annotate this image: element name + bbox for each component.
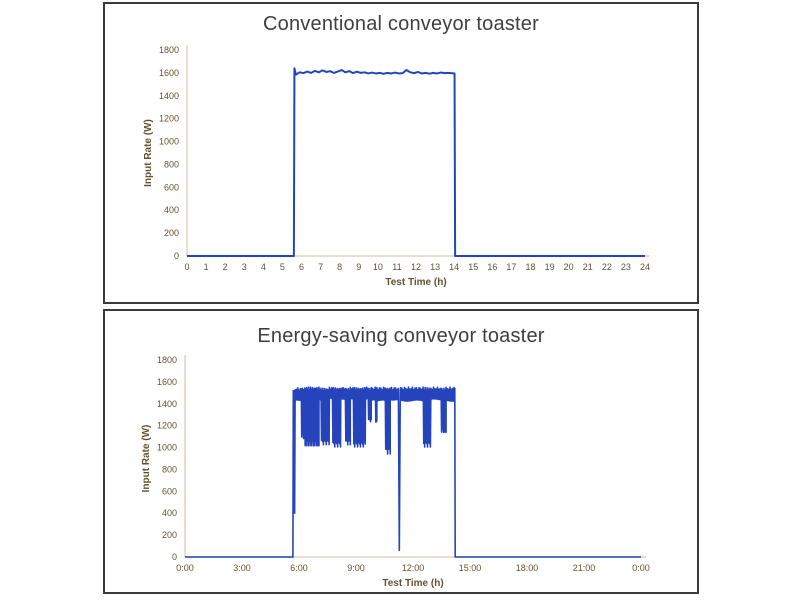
x-tick-label: 18 bbox=[525, 262, 535, 272]
y-tick-label: 1800 bbox=[157, 355, 177, 365]
x-tick-label: 23 bbox=[621, 262, 631, 272]
x-tick-label: 16 bbox=[487, 262, 497, 272]
x-tick-label: 18:00 bbox=[516, 563, 539, 573]
chart-title-conventional: Conventional conveyor toaster bbox=[263, 13, 539, 35]
x-tick-label: 7 bbox=[318, 262, 323, 272]
x-tick-label: 11 bbox=[392, 262, 401, 272]
x-tick-label: 21:00 bbox=[573, 563, 596, 573]
x-tick-label: 14 bbox=[449, 262, 459, 272]
x-axis: 0 1 2 3 4 5 6 7 8 9 10 11 12 13 14 15 16 17 18 19 20 21 22 23 24… bbox=[184, 255, 650, 288]
chart-panel-energy-saving: Energy-saving conveyor toaster 0 200 400 60… bbox=[103, 309, 699, 594]
x-tick-label: 0 bbox=[184, 262, 189, 272]
y-tick-label: 1400 bbox=[157, 399, 177, 409]
x-tick-label: 12:00 bbox=[402, 563, 425, 573]
y-axis: 0 200 400 600 800 1000 1200 1400 1600 1800 Input R… bbox=[143, 45, 188, 261]
y-tick-label: 400 bbox=[164, 205, 179, 215]
y-tick-label: 200 bbox=[164, 228, 179, 238]
y-tick-label: 800 bbox=[164, 159, 179, 169]
x-tick-label: 9 bbox=[356, 262, 361, 272]
y-tick-label: 400 bbox=[162, 508, 177, 518]
chart-title-energy-saving: Energy-saving conveyor toaster bbox=[257, 325, 545, 347]
x-tick-label: 6 bbox=[299, 262, 304, 272]
x-tick-label: 2 bbox=[223, 262, 228, 272]
x-tick-label: 4 bbox=[261, 262, 266, 272]
y-tick-label: 1600 bbox=[157, 377, 177, 387]
x-tick-label: 0:00 bbox=[632, 563, 650, 573]
y-tick-label: 1200 bbox=[159, 114, 179, 124]
x-tick-label: 1 bbox=[204, 262, 209, 272]
x-tick-label: 17 bbox=[506, 262, 516, 272]
y-tick-label: 1800 bbox=[159, 45, 179, 55]
x-tick-label: 8 bbox=[337, 262, 342, 272]
x-tick-label: 5 bbox=[280, 262, 285, 272]
y-tick-label: 1000 bbox=[159, 137, 179, 147]
x-tick-label: 21 bbox=[583, 262, 593, 272]
x-axis-title: Test Time (h) bbox=[382, 578, 443, 589]
y-tick-label: 1200 bbox=[157, 421, 177, 431]
chart-canvas-energy-saving: 0 200 400 600 800 1000 1200 1400 1600 1800 Input R… bbox=[141, 355, 650, 589]
data-series-line bbox=[185, 386, 641, 558]
data-series-line bbox=[187, 67, 645, 257]
x-tick-label: 13 bbox=[430, 262, 440, 272]
x-tick-label: 10 bbox=[373, 262, 383, 272]
x-tick-label: 19 bbox=[545, 262, 555, 272]
x-tick-label: 6:00 bbox=[290, 563, 308, 573]
x-tick-label: 22 bbox=[602, 262, 612, 272]
y-tick-label: 1400 bbox=[159, 91, 179, 101]
x-axis: 0:00 3:00 6:00 9:00 12:00 15:00 18:00 21:00 0:00… bbox=[176, 556, 650, 589]
y-axis-title: Input Rate (W) bbox=[143, 119, 154, 187]
y-tick-label: 600 bbox=[164, 182, 179, 192]
y-axis-title: Input Rate (W) bbox=[141, 425, 152, 493]
x-tick-label: 0:00 bbox=[176, 563, 194, 573]
y-tick-label: 1000 bbox=[157, 443, 177, 453]
y-axis: 0 200 400 600 800 1000 1200 1400 1600 1800 Input R… bbox=[141, 355, 186, 562]
x-tick-label: 3 bbox=[242, 262, 247, 272]
chart-panel-conventional: Conventional conveyor toaster 0 200 400 600… bbox=[103, 2, 699, 304]
x-tick-label: 12 bbox=[411, 262, 421, 272]
x-tick-label: 20 bbox=[564, 262, 574, 272]
x-tick-label: 3:00 bbox=[233, 563, 251, 573]
y-tick-label: 0 bbox=[174, 251, 179, 261]
y-tick-label: 1600 bbox=[159, 68, 179, 78]
x-axis-title: Test Time (h) bbox=[385, 277, 446, 288]
y-tick-label: 600 bbox=[162, 486, 177, 496]
x-tick-label: 15 bbox=[468, 262, 478, 272]
y-tick-label: 200 bbox=[162, 530, 177, 540]
y-tick-label: 800 bbox=[162, 464, 177, 474]
x-tick-label: 15:00 bbox=[459, 563, 482, 573]
y-tick-label: 0 bbox=[172, 552, 177, 562]
x-tick-label: 9:00 bbox=[347, 563, 365, 573]
x-tick-label: 24 bbox=[640, 262, 650, 272]
